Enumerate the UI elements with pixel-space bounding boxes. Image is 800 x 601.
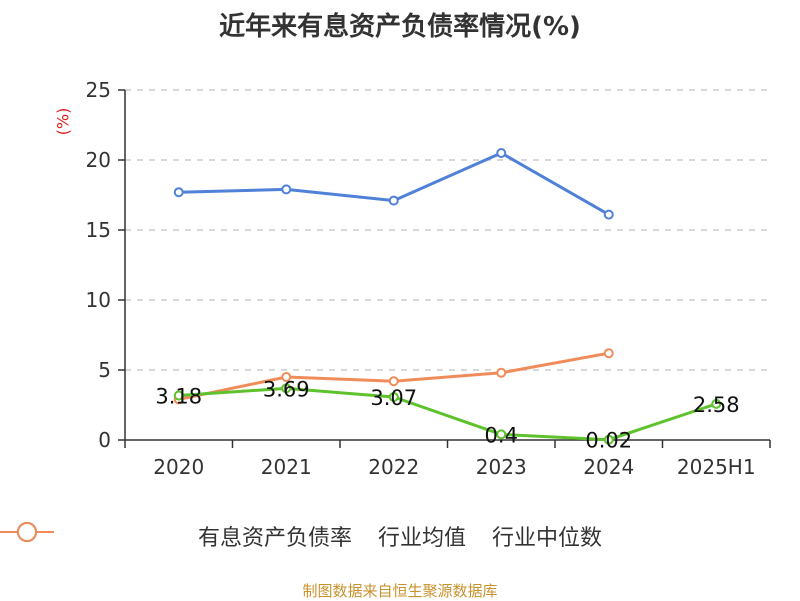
data-label-2022: 3.07 xyxy=(370,386,417,410)
series-0-point-2025H1 xyxy=(711,398,722,409)
x-tick-label-2025H1: 2025H1 xyxy=(677,455,756,479)
series-0-point-2023 xyxy=(496,429,507,440)
series-0-point-2020 xyxy=(173,390,184,401)
y-tick-label-20: 20 xyxy=(86,148,111,172)
data-label-2023: 0.4 xyxy=(485,423,518,447)
series-1-point-2023 xyxy=(496,148,507,158)
legend-item-industry-mean[interactable]: 行业均值 xyxy=(0,520,466,552)
y-tick-label-15: 15 xyxy=(86,218,111,242)
series-1-point-2024 xyxy=(603,209,614,220)
series-2-point-2022 xyxy=(388,376,399,387)
series-1-point-2020 xyxy=(173,187,184,198)
chart-title: 近年来有息资产负债率情况(%) xyxy=(219,12,581,42)
legend-item-industry-median[interactable]: 行业中位数 xyxy=(0,520,603,552)
data-label-2024: 0.02 xyxy=(585,429,632,453)
y-tick-label-25: 25 xyxy=(86,78,111,102)
x-tick-label-2022: 2022 xyxy=(368,455,419,479)
series-2-point-2021 xyxy=(281,372,292,382)
series-1-point-2021 xyxy=(281,184,292,195)
series-2-point-2024 xyxy=(603,348,614,359)
series-1-point-2022 xyxy=(388,195,399,206)
series-2-point-2023 xyxy=(496,367,507,378)
data-label-2025H1: 2.58 xyxy=(693,393,740,417)
data-source-note: 制图数据来自恒生聚源数据库 xyxy=(302,582,498,600)
y-tick-label-0: 0 xyxy=(98,428,111,452)
y-tick-label-5: 5 xyxy=(98,358,111,382)
y-tick-label-10: 10 xyxy=(86,288,111,312)
series-0-point-2024 xyxy=(603,434,614,445)
legend: 有息资产负债率 行业均值 行业中位数 xyxy=(0,520,800,552)
series-line-0 xyxy=(178,386,717,442)
x-tick-label-2024: 2024 xyxy=(583,455,634,479)
data-label-2020: 3.18 xyxy=(155,384,202,408)
data-label-2021: 3.69 xyxy=(263,377,310,401)
legend-item-debt-ratio[interactable]: 有息资产负债率 xyxy=(0,520,352,552)
legend-label-industry-median: 行业中位数 xyxy=(492,526,603,551)
x-tick-label-2021: 2021 xyxy=(261,455,312,479)
x-tick-label-2020: 2020 xyxy=(153,455,204,479)
legend-marker-industry-median xyxy=(0,522,54,542)
legend-label-industry-mean: 行业均值 xyxy=(377,526,466,551)
x-tick-label-2023: 2023 xyxy=(476,455,527,479)
legend-label-debt-ratio: 有息资产负债率 xyxy=(197,526,352,551)
series-0-point-2022 xyxy=(388,392,399,403)
series-0-point-2021 xyxy=(281,383,292,394)
